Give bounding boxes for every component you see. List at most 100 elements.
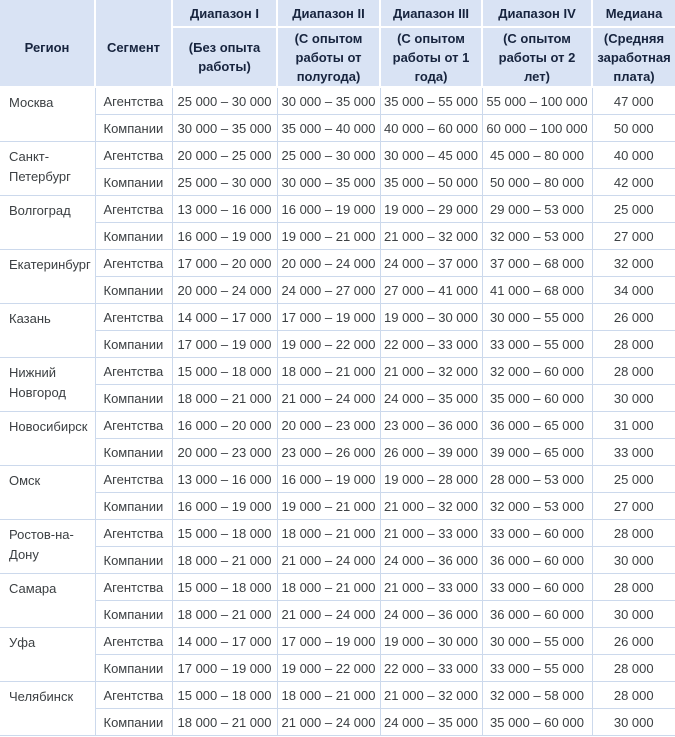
salary-table-body: Москва Агентства 25 000 – 30 000 30 000 – 3… — [0, 86, 675, 736]
column-subtitle-range2: (С опытом работы от полугода) — [276, 26, 381, 88]
table-row: Екатеринбург Агентства 17 000 – 20 000 20 0… — [0, 249, 675, 304]
table-row: Омск Агентства 13 000 – 16 000 16 000 – 19 … — [0, 465, 675, 520]
range-cell: 17 000 – 19 000 — [171, 654, 278, 682]
range-cell: 21 000 – 32 000 — [379, 681, 483, 709]
range-cell: 21 000 – 24 000 — [276, 708, 381, 736]
median-cell: 50 000 — [591, 114, 675, 142]
segment-cell: Компании — [94, 384, 173, 412]
region-cell: Омск — [0, 465, 96, 520]
table-row: Самара Агентства 15 000 – 18 000 18 000 – 2… — [0, 573, 675, 628]
table-row: Компании 18 000 – 21 000 21 000 – 24 000 24… — [0, 600, 675, 628]
range-cell: 35 000 – 40 000 — [276, 114, 381, 142]
segment-cell: Агентства — [94, 411, 173, 439]
range-cell: 22 000 – 33 000 — [379, 330, 483, 358]
column-header-segment: Сегмент — [94, 0, 173, 88]
range-cell: 32 000 – 53 000 — [481, 222, 593, 250]
range-cell: 35 000 – 60 000 — [481, 708, 593, 736]
range-cell: 26 000 – 39 000 — [379, 438, 483, 466]
segment-cell: Агентства — [94, 357, 173, 385]
range-cell: 21 000 – 32 000 — [379, 357, 483, 385]
range-cell: 17 000 – 19 000 — [276, 627, 381, 655]
table-row: Компании 25 000 – 30 000 30 000 – 35 000 35… — [0, 168, 675, 196]
range-cell: 18 000 – 21 000 — [171, 546, 278, 574]
range-cell: 16 000 – 19 000 — [276, 195, 381, 223]
median-cell: 28 000 — [591, 330, 675, 358]
range-cell: 22 000 – 33 000 — [379, 654, 483, 682]
segment-cell: Компании — [94, 438, 173, 466]
column-subtitle-range3: (С опытом работы от 1 года) — [379, 26, 483, 88]
range-cell: 20 000 – 23 000 — [171, 438, 278, 466]
region-cell: Ростов-на-Дону — [0, 519, 96, 574]
table-row: Челябинск Агентства 15 000 – 18 000 18 000 … — [0, 681, 675, 736]
range-cell: 20 000 – 24 000 — [276, 249, 381, 277]
range-cell: 41 000 – 68 000 — [481, 276, 593, 304]
range-cell: 21 000 – 24 000 — [276, 384, 381, 412]
segment-cell: Компании — [94, 600, 173, 628]
range-cell: 21 000 – 24 000 — [276, 600, 381, 628]
median-cell: 25 000 — [591, 465, 675, 493]
range-cell: 19 000 – 30 000 — [379, 303, 483, 331]
column-header-range3: Диапазон III — [379, 0, 483, 28]
column-header-range2: Диапазон II — [276, 0, 381, 28]
range-cell: 36 000 – 65 000 — [481, 411, 593, 439]
table-row: Компании 16 000 – 19 000 19 000 – 21 000 21… — [0, 222, 675, 250]
table-row: Ростов-на-Дону Агентства 15 000 – 18 000 18… — [0, 519, 675, 574]
segment-cell: Компании — [94, 546, 173, 574]
median-cell: 31 000 — [591, 411, 675, 439]
range-cell: 24 000 – 35 000 — [379, 384, 483, 412]
range-cell: 14 000 – 17 000 — [171, 303, 278, 331]
range-cell: 30 000 – 45 000 — [379, 141, 483, 169]
range-cell: 16 000 – 19 000 — [171, 492, 278, 520]
range-cell: 21 000 – 32 000 — [379, 492, 483, 520]
range-cell: 15 000 – 18 000 — [171, 519, 278, 547]
range-cell: 18 000 – 21 000 — [171, 384, 278, 412]
range-cell: 25 000 – 30 000 — [276, 141, 381, 169]
range-cell: 30 000 – 35 000 — [276, 168, 381, 196]
range-cell: 35 000 – 55 000 — [379, 86, 483, 115]
table-row: Компании 18 000 – 21 000 21 000 – 24 000 24… — [0, 384, 675, 412]
range-cell: 37 000 – 68 000 — [481, 249, 593, 277]
region-cell: Уфа — [0, 627, 96, 682]
median-cell: 42 000 — [591, 168, 675, 196]
region-cell: Нижний Новгород — [0, 357, 96, 412]
median-cell: 30 000 — [591, 600, 675, 628]
header-subtitle-row: (Без опыта работы) (С опытом работы от п… — [0, 26, 675, 88]
range-cell: 18 000 – 21 000 — [276, 573, 381, 601]
range-cell: 20 000 – 23 000 — [276, 411, 381, 439]
range-cell: 15 000 – 18 000 — [171, 681, 278, 709]
range-cell: 36 000 – 60 000 — [481, 546, 593, 574]
column-header-range1: Диапазон I — [171, 0, 278, 28]
median-cell: 30 000 — [591, 708, 675, 736]
segment-cell: Агентства — [94, 573, 173, 601]
range-cell: 35 000 – 50 000 — [379, 168, 483, 196]
table-row: Компании 17 000 – 19 000 19 000 – 22 000 22… — [0, 330, 675, 358]
column-header-median: Медиана — [591, 0, 675, 28]
range-cell: 45 000 – 80 000 — [481, 141, 593, 169]
region-cell: Екатеринбург — [0, 249, 96, 304]
range-cell: 33 000 – 60 000 — [481, 519, 593, 547]
range-cell: 18 000 – 21 000 — [171, 600, 278, 628]
range-cell: 17 000 – 19 000 — [276, 303, 381, 331]
range-cell: 16 000 – 19 000 — [276, 465, 381, 493]
range-cell: 17 000 – 19 000 — [171, 330, 278, 358]
median-cell: 27 000 — [591, 222, 675, 250]
range-cell: 36 000 – 60 000 — [481, 600, 593, 628]
range-cell: 50 000 – 80 000 — [481, 168, 593, 196]
table-row: Москва Агентства 25 000 – 30 000 30 000 – 3… — [0, 86, 675, 142]
range-cell: 18 000 – 21 000 — [276, 357, 381, 385]
range-cell: 30 000 – 55 000 — [481, 303, 593, 331]
range-cell: 21 000 – 33 000 — [379, 573, 483, 601]
table-row: Компании 18 000 – 21 000 21 000 – 24 000 24… — [0, 546, 675, 574]
header-title-row: Регион Сегмент Диапазон I Диапазон II Ди… — [0, 0, 675, 88]
range-cell: 24 000 – 37 000 — [379, 249, 483, 277]
range-cell: 18 000 – 21 000 — [276, 519, 381, 547]
segment-cell: Компании — [94, 276, 173, 304]
table-row: Компании 20 000 – 24 000 24 000 – 27 000 27… — [0, 276, 675, 304]
table-row: Компании 16 000 – 19 000 19 000 – 21 000 21… — [0, 492, 675, 520]
median-cell: 28 000 — [591, 357, 675, 385]
range-cell: 30 000 – 35 000 — [276, 86, 381, 115]
range-cell: 21 000 – 33 000 — [379, 519, 483, 547]
column-header-region: Регион — [0, 0, 96, 88]
